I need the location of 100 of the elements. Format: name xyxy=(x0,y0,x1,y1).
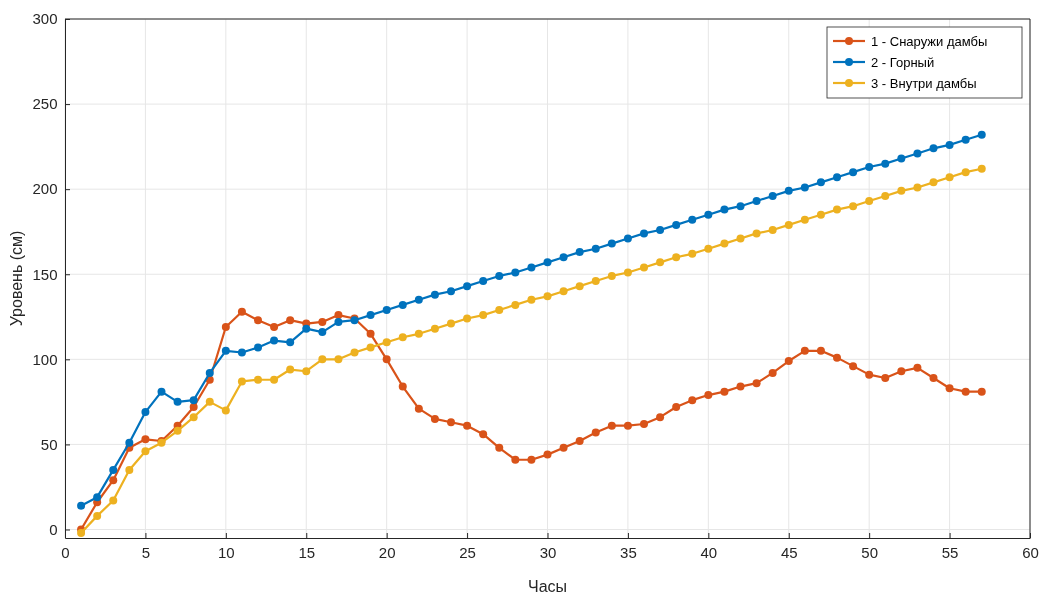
point xyxy=(688,396,697,405)
point xyxy=(736,202,745,211)
point xyxy=(495,305,504,314)
point xyxy=(559,287,568,296)
point xyxy=(559,253,568,262)
point xyxy=(141,447,150,456)
x-tick-label: 30 xyxy=(539,543,557,561)
point xyxy=(447,319,455,328)
point xyxy=(833,353,841,362)
point xyxy=(350,348,359,357)
point xyxy=(881,374,890,383)
point xyxy=(398,300,407,309)
y-tick-label: 150 xyxy=(32,265,58,283)
x-tick-label: 55 xyxy=(941,543,959,561)
y-tick-label: 250 xyxy=(32,95,58,113)
point xyxy=(768,191,777,200)
point xyxy=(736,382,745,391)
legend-label: 1 - Снаружи дамбы xyxy=(871,34,988,49)
point xyxy=(511,300,520,309)
point xyxy=(221,323,230,331)
point xyxy=(704,244,713,253)
point xyxy=(141,435,150,444)
point xyxy=(270,323,279,331)
point xyxy=(881,159,890,168)
point xyxy=(607,421,616,430)
point xyxy=(704,391,713,400)
point xyxy=(849,362,858,371)
point xyxy=(527,295,536,304)
point xyxy=(254,316,262,325)
x-tick-label: 0 xyxy=(61,543,70,561)
point xyxy=(575,437,584,446)
point xyxy=(141,408,150,417)
point xyxy=(495,271,504,280)
y-tick-label: 300 xyxy=(32,10,58,28)
point xyxy=(479,311,488,320)
point xyxy=(784,220,793,229)
point xyxy=(575,248,584,257)
point xyxy=(961,168,970,177)
point xyxy=(302,324,311,333)
point xyxy=(511,455,520,464)
point xyxy=(865,197,874,206)
point xyxy=(125,438,134,447)
point xyxy=(800,183,809,192)
point xyxy=(414,295,423,304)
point xyxy=(800,215,809,224)
point xyxy=(897,367,906,376)
point xyxy=(640,229,648,238)
point xyxy=(479,277,488,286)
point xyxy=(189,413,198,422)
point xyxy=(945,173,954,182)
x-tick-label: 60 xyxy=(1022,543,1039,561)
point xyxy=(447,287,455,296)
point xyxy=(463,314,472,323)
x-tick-label: 20 xyxy=(378,543,396,561)
point xyxy=(237,377,246,386)
point xyxy=(591,428,600,437)
point xyxy=(591,244,600,253)
point xyxy=(929,374,938,383)
point xyxy=(543,258,552,267)
point xyxy=(77,501,86,510)
point xyxy=(833,205,841,214)
point xyxy=(318,317,327,326)
y-tick-label: 100 xyxy=(32,350,58,368)
point xyxy=(270,375,279,384)
point xyxy=(656,258,665,267)
point xyxy=(93,493,102,502)
point xyxy=(816,210,825,219)
point xyxy=(575,282,584,291)
point xyxy=(881,191,890,200)
point xyxy=(865,163,874,172)
point xyxy=(623,268,632,277)
point xyxy=(736,234,745,243)
point xyxy=(784,357,793,366)
point xyxy=(286,338,295,347)
point xyxy=(704,210,713,219)
point xyxy=(125,465,134,474)
point xyxy=(173,397,182,406)
x-tick-label: 50 xyxy=(861,543,879,561)
x-tick-label: 15 xyxy=(298,543,316,561)
point xyxy=(913,149,922,158)
point xyxy=(640,419,648,428)
point xyxy=(221,406,230,415)
y-tick-label: 50 xyxy=(40,435,58,453)
point xyxy=(430,324,439,333)
point xyxy=(173,426,182,435)
point xyxy=(398,382,407,391)
point xyxy=(318,355,327,364)
point xyxy=(382,338,391,347)
point xyxy=(237,307,246,316)
point xyxy=(897,186,906,195)
point xyxy=(849,202,858,211)
point xyxy=(382,355,391,364)
point xyxy=(189,396,198,405)
point xyxy=(913,363,922,372)
point xyxy=(109,496,118,505)
point xyxy=(607,239,616,248)
point xyxy=(254,375,262,384)
point xyxy=(447,418,455,427)
point xyxy=(656,226,665,234)
point xyxy=(961,387,970,396)
